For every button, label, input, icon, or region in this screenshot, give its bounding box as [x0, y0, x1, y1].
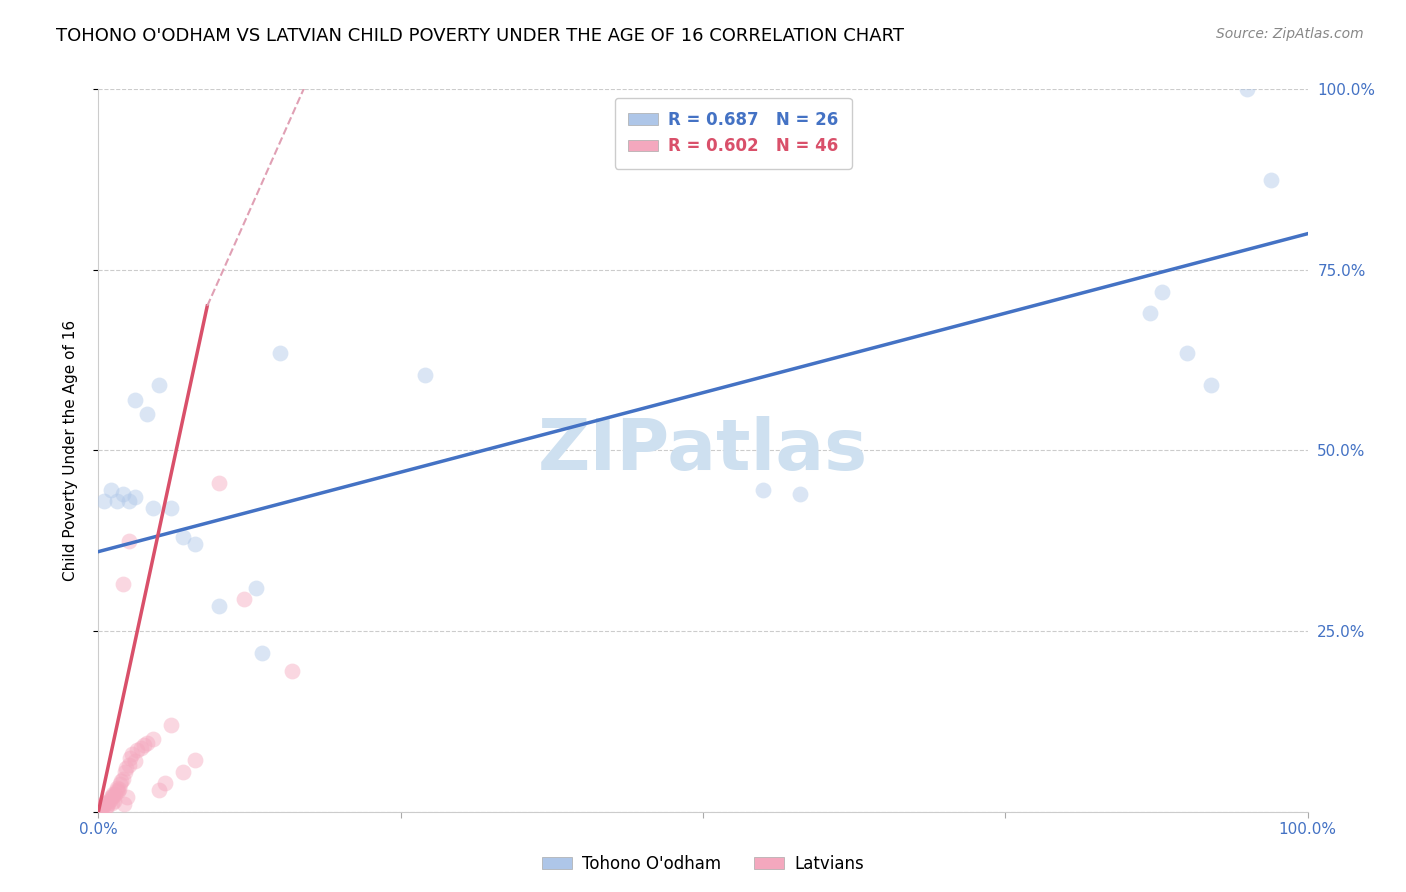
Point [104, 787, 127, 801]
Point [105, 780, 128, 795]
Point [269, 346, 291, 360]
Point [111, 772, 134, 787]
Point [108, 781, 131, 796]
Point [135, 407, 157, 421]
Point [1152, 285, 1174, 299]
Point [114, 764, 136, 779]
Point [101, 789, 124, 803]
Point [1139, 306, 1161, 320]
Point [112, 797, 135, 812]
Text: TOHONO O'ODHAM VS LATVIAN CHILD POVERTY UNDER THE AGE OF 16 CORRELATION CHART: TOHONO O'ODHAM VS LATVIAN CHILD POVERTY … [56, 27, 904, 45]
Point [232, 591, 254, 606]
Point [118, 750, 141, 764]
Point [103, 794, 125, 808]
Point [108, 777, 131, 791]
Point [121, 747, 143, 761]
Point [91, 799, 114, 814]
Point [172, 530, 194, 544]
Point [93, 494, 115, 508]
Point [1175, 346, 1198, 360]
Point [148, 783, 170, 797]
Point [118, 494, 141, 508]
Point [90, 801, 112, 815]
Point [111, 577, 134, 591]
Point [208, 599, 231, 613]
Point [101, 787, 124, 801]
Point [117, 790, 139, 805]
Point [124, 491, 146, 505]
Point [110, 774, 132, 789]
Point [91, 801, 114, 815]
Text: Source: ZipAtlas.com: Source: ZipAtlas.com [1216, 27, 1364, 41]
Point [96, 799, 118, 814]
Point [115, 761, 138, 775]
Point [100, 796, 122, 810]
Point [789, 487, 811, 501]
Point [160, 718, 183, 732]
Point [1199, 378, 1222, 392]
Point [100, 790, 122, 805]
Point [124, 754, 146, 768]
Point [127, 743, 149, 757]
Point [172, 764, 194, 779]
Point [135, 736, 157, 750]
Point [148, 378, 170, 392]
Legend: R = 0.687   N = 26, R = 0.602   N = 46: R = 0.687 N = 26, R = 0.602 N = 46 [614, 97, 852, 169]
Point [1260, 172, 1282, 186]
Point [153, 776, 176, 790]
Point [250, 646, 273, 660]
Point [105, 494, 128, 508]
Point [93, 797, 115, 812]
Point [134, 738, 156, 752]
Point [184, 537, 207, 551]
Point [105, 783, 128, 797]
Point [413, 368, 436, 382]
Point [142, 732, 165, 747]
Y-axis label: Child Poverty Under the Age of 16: Child Poverty Under the Age of 16 [63, 320, 77, 581]
Point [94, 800, 117, 814]
Point [184, 753, 207, 767]
Point [142, 501, 165, 516]
Point [118, 533, 141, 548]
Point [100, 483, 122, 498]
Point [160, 501, 183, 516]
Point [752, 483, 775, 498]
Point [97, 796, 120, 810]
Point [118, 757, 141, 772]
Point [124, 392, 146, 407]
Point [1236, 82, 1258, 96]
Point [281, 664, 304, 678]
Legend: Tohono O'odham, Latvians: Tohono O'odham, Latvians [536, 848, 870, 880]
Point [98, 794, 121, 808]
Point [100, 791, 122, 805]
Point [208, 475, 231, 490]
Point [107, 784, 129, 798]
Point [111, 487, 134, 501]
Point [93, 796, 115, 810]
Point [129, 741, 152, 756]
Point [245, 581, 267, 595]
Text: ZIPatlas: ZIPatlas [538, 416, 868, 485]
